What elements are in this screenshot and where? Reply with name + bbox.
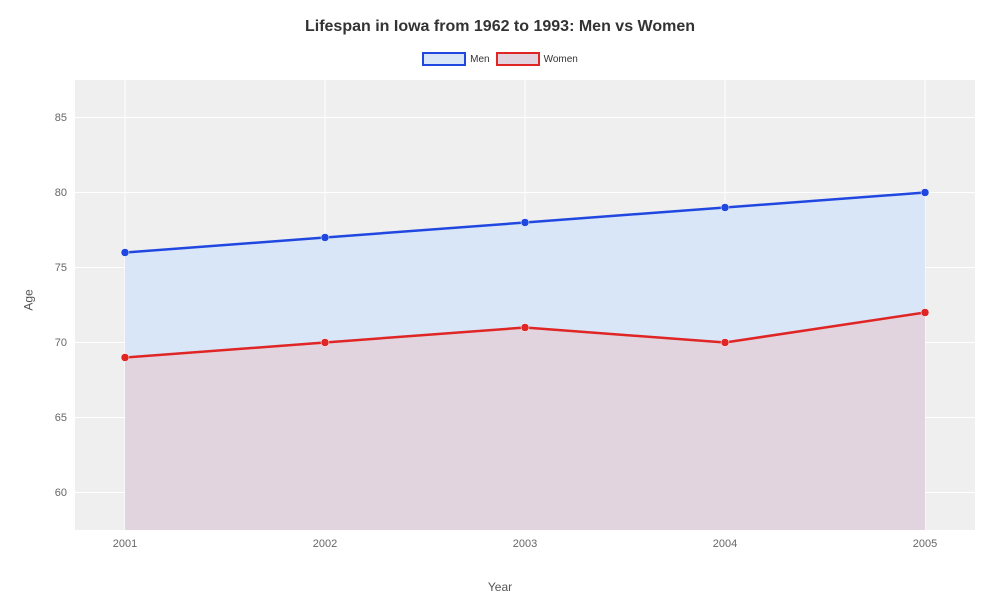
- x-tick-label: 2005: [913, 530, 937, 550]
- plot-area: 60657075808520012002200320042005: [75, 80, 975, 530]
- y-tick-label: 85: [55, 112, 75, 124]
- y-tick-label: 80: [55, 187, 75, 199]
- legend-item-women: Women: [496, 52, 578, 66]
- legend-swatch-men: [422, 52, 466, 66]
- x-tick-label: 2001: [113, 530, 137, 550]
- y-tick-label: 60: [55, 487, 75, 499]
- legend-label-men: Men: [470, 54, 489, 65]
- legend-swatch-women: [496, 52, 540, 66]
- y-axis-label: Age: [22, 289, 36, 310]
- y-tick-label: 75: [55, 262, 75, 274]
- legend-label-women: Women: [544, 54, 578, 65]
- chart-svg: [75, 80, 975, 530]
- y-tick-label: 65: [55, 412, 75, 424]
- x-axis-label: Year: [488, 580, 512, 594]
- x-tick-label: 2003: [513, 530, 537, 550]
- legend: Men Women: [0, 52, 1000, 66]
- x-tick-label: 2004: [713, 530, 737, 550]
- legend-item-men: Men: [422, 52, 489, 66]
- chart-title: Lifespan in Iowa from 1962 to 1993: Men …: [0, 0, 1000, 36]
- y-tick-label: 70: [55, 337, 75, 349]
- x-tick-label: 2002: [313, 530, 337, 550]
- chart-container: Lifespan in Iowa from 1962 to 1993: Men …: [0, 0, 1000, 600]
